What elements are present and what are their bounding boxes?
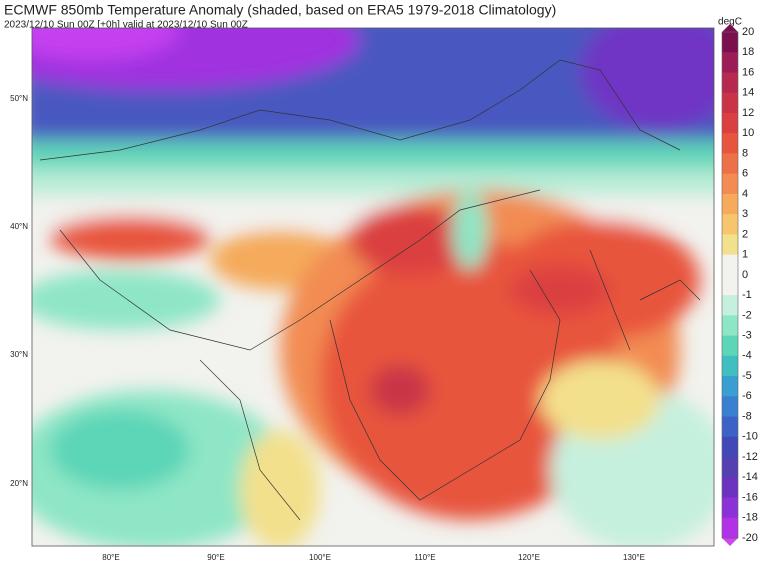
colorbar-label: 8 <box>742 147 748 159</box>
lat-label: 30°N <box>10 350 28 359</box>
colorbar-label: 3 <box>742 208 748 220</box>
map-frame <box>31 27 715 547</box>
colorbar-segment <box>722 295 738 316</box>
colorbar-label: 14 <box>742 87 754 99</box>
colorbar-label: -10 <box>742 431 758 443</box>
colorbar-label: -1 <box>742 289 752 301</box>
colorbar-segment <box>722 112 738 134</box>
colorbar-label: -20 <box>742 532 758 544</box>
colorbar-label: 2 <box>742 228 748 240</box>
colorbar-label: -18 <box>742 512 758 524</box>
colorbar-segment <box>722 396 738 418</box>
colorbar-segment <box>722 457 738 478</box>
colorbar-label: -4 <box>742 350 752 362</box>
colorbar-label: 10 <box>742 127 754 139</box>
colorbar-segment <box>722 214 738 235</box>
title: ECMWF 850mb Temperature Anomaly (shaded,… <box>4 2 556 18</box>
colorbar-segment <box>722 234 738 256</box>
lon-label: 110°E <box>414 553 435 562</box>
colorbar-label: -16 <box>742 491 758 503</box>
colorbar-segment <box>722 52 738 73</box>
map-shading <box>32 28 714 546</box>
colorbar-segment <box>722 517 738 539</box>
lon-label: 130°E <box>623 553 645 562</box>
colorbar-label: -8 <box>742 410 752 422</box>
colorbar-segment <box>722 133 738 154</box>
lon-label: 120°E <box>518 553 540 562</box>
colorbar-label: -5 <box>742 370 752 382</box>
colorbar-label: -14 <box>742 471 758 483</box>
colorbar-label: -12 <box>742 451 758 463</box>
colorbar-segment <box>722 376 738 397</box>
colorbar-label: -3 <box>742 330 752 342</box>
colorbar-segment <box>722 92 738 114</box>
colorbar-arrow-top <box>722 24 738 32</box>
lat-label: 20°N <box>10 479 28 488</box>
colorbar-label: 0 <box>742 269 748 281</box>
colorbar-segment <box>722 355 738 377</box>
colorbar-frame <box>721 31 739 539</box>
colorbar-segment <box>722 193 738 215</box>
colorbar-segment <box>722 477 738 499</box>
colorbar-label: 18 <box>742 46 754 58</box>
colorbar-label: 12 <box>742 107 754 119</box>
subtitle: 2023/12/10 Sun 00Z [+0h] valid at 2023/1… <box>4 20 248 31</box>
colorbar-segment <box>722 436 738 458</box>
colorbar-label: 1 <box>742 249 748 261</box>
colorbar-segment <box>722 173 738 195</box>
colorbar-unit: degC <box>718 17 742 28</box>
colorbar-segment <box>722 274 738 296</box>
colorbar-segment <box>722 254 738 276</box>
colorbar-segment <box>722 416 738 438</box>
colorbar-label: -2 <box>742 309 752 321</box>
colorbar-segment <box>722 153 738 175</box>
colorbar-segment <box>722 497 738 519</box>
colorbar-segment <box>722 315 738 337</box>
lon-label: 100°E <box>309 553 331 562</box>
colorbar-label: 20 <box>742 26 754 38</box>
colorbar-segment <box>722 72 738 94</box>
colorbar-label: 4 <box>742 188 748 200</box>
colorbar-label: -6 <box>742 390 752 402</box>
lon-label: 90°E <box>207 553 224 562</box>
colorbar-label: 16 <box>742 66 754 78</box>
lat-label: 50°N <box>10 94 28 103</box>
lat-label: 40°N <box>10 222 28 231</box>
lon-label: 80°E <box>102 553 119 562</box>
colorbar-segment <box>722 335 738 357</box>
colorbar-label: 6 <box>742 168 748 180</box>
colorbar-arrow-bottom <box>722 538 738 546</box>
colorbar-segment <box>722 32 738 53</box>
